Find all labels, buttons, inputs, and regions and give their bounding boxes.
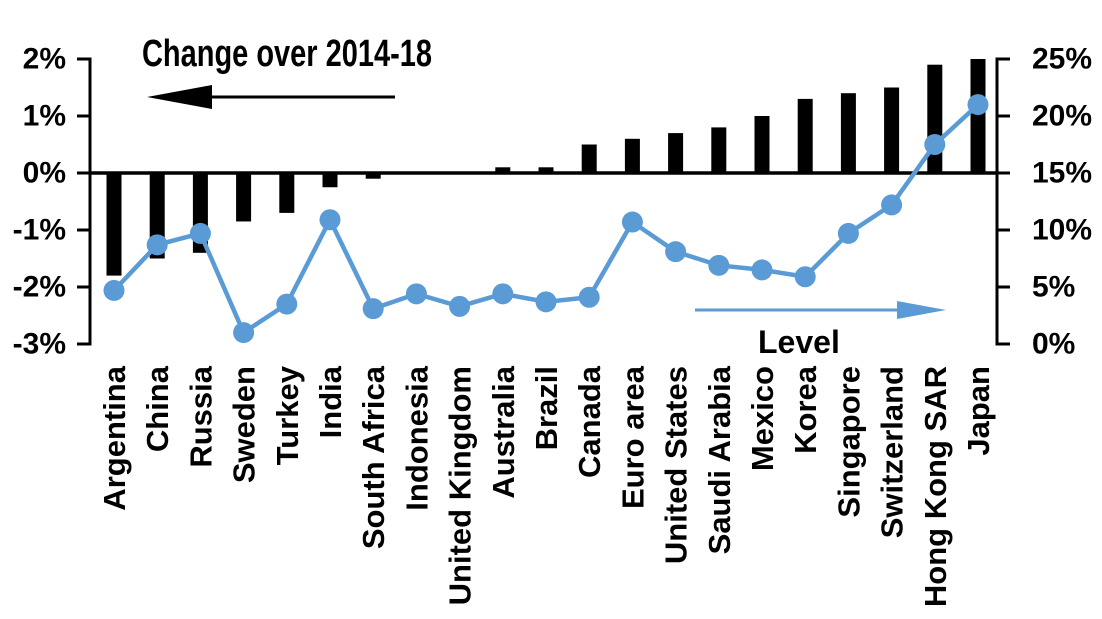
marker-turkey: [276, 293, 298, 315]
bar-japan: [970, 59, 986, 173]
category-label-indonesia: Indonesia: [399, 365, 434, 510]
right-axis-tick-label: 10%: [1032, 214, 1092, 247]
marker-euro-area: [621, 211, 643, 233]
bar-korea: [797, 98, 813, 173]
marker-switzerland: [881, 194, 903, 216]
marker-korea: [794, 266, 816, 288]
bar-turkey: [279, 173, 295, 213]
marker-united-states: [665, 241, 687, 263]
left-axis-tick-label: -3%: [13, 328, 66, 361]
category-label-brazil: Brazil: [529, 366, 564, 450]
category-label-singapore: Singapore: [831, 366, 866, 518]
line-series-annotation: Level: [758, 324, 840, 360]
category-label-sweden: Sweden: [227, 366, 262, 483]
category-label-united-kingdom: United Kingdom: [443, 366, 478, 605]
category-label-india: India: [313, 365, 348, 438]
axes-layer: 2% 1% 0% -1% -2% -3% 25% 20% 15% 10% 5% 0%: [13, 43, 1092, 361]
right-axis-tick-label: 0%: [1032, 328, 1075, 361]
bar-india: [322, 173, 338, 188]
bar-saudi-arabia: [711, 127, 727, 173]
category-label-turkey: Turkey: [270, 365, 305, 465]
marker-united-kingdom: [449, 295, 471, 317]
marker-russia: [189, 222, 211, 244]
right-axis-tick-label: 5%: [1032, 271, 1075, 304]
marker-sweden: [233, 322, 255, 344]
category-label-united-states: United States: [659, 366, 694, 564]
bar-mexico: [754, 116, 770, 173]
bar-singapore: [840, 93, 856, 173]
left-axis-tick-label: 1%: [23, 100, 66, 133]
bar-canada: [581, 144, 597, 173]
bar-australia: [495, 167, 511, 173]
bar-switzerland: [884, 87, 900, 173]
marker-hong-kong-sar: [924, 134, 946, 155]
category-label-australia: Australia: [486, 365, 521, 498]
left-axis-tick-label: -2%: [13, 271, 66, 304]
category-label-switzerland: Switzerland: [875, 366, 910, 538]
marker-brazil: [535, 291, 557, 313]
left-axis-tick-label: 0%: [23, 157, 66, 190]
marker-south-africa: [362, 298, 384, 320]
category-label-south-africa: South Africa: [356, 365, 391, 549]
marker-australia: [492, 283, 514, 305]
category-label-russia: Russia: [183, 365, 218, 467]
marker-saudi-arabia: [708, 254, 730, 276]
category-labels-layer: Argentina China Russia Sweden Turkey India Sou…: [97, 365, 996, 607]
category-label-argentina: Argentina: [97, 365, 132, 510]
right-axis-tick-label: 15%: [1032, 157, 1092, 190]
category-label-saudi-arabia: Saudi Arabia: [702, 365, 737, 554]
bar-south-africa: [365, 173, 381, 179]
bar-argentina: [106, 173, 122, 276]
category-label-euro-area: Euro area: [615, 365, 650, 509]
category-label-china: China: [140, 365, 175, 452]
marker-japan: [967, 94, 989, 116]
category-label-mexico: Mexico: [745, 366, 780, 471]
marker-china: [146, 234, 168, 256]
marker-singapore: [837, 222, 859, 244]
bar-brazil: [538, 167, 554, 173]
category-label-hong-kong-sar: Hong Kong SAR: [918, 366, 953, 607]
category-label-korea: Korea: [788, 365, 823, 454]
bar-sweden: [236, 173, 252, 222]
line-layer: [103, 94, 989, 344]
category-label-japan: Japan: [961, 366, 996, 456]
category-label-canada: Canada: [572, 365, 607, 478]
right-arrow-head-icon: [897, 301, 946, 319]
bar-united-states: [668, 133, 684, 173]
left-axis-tick-label: 2%: [23, 43, 66, 76]
bars-layer: [106, 59, 986, 276]
marker-argentina: [103, 279, 125, 301]
right-axis-tick-label: 25%: [1032, 43, 1092, 76]
right-axis-tick-label: 20%: [1032, 100, 1092, 133]
marker-indonesia: [405, 283, 427, 305]
marker-canada: [578, 286, 600, 308]
left-arrow-head-icon: [147, 85, 212, 109]
marker-india: [319, 209, 341, 231]
marker-mexico: [751, 259, 773, 281]
bar-euro-area: [624, 138, 640, 173]
bar-hong-kong-sar: [927, 64, 943, 173]
bars-series-annotation: Change over 2014-18: [142, 33, 432, 75]
left-axis-tick-label: -1%: [13, 214, 66, 247]
